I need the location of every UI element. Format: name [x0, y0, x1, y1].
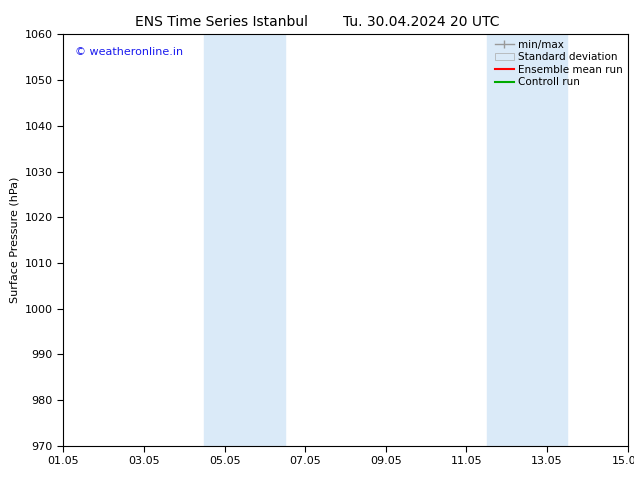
Text: © weatheronline.in: © weatheronline.in — [75, 47, 183, 57]
Legend: min/max, Standard deviation, Ensemble mean run, Controll run: min/max, Standard deviation, Ensemble me… — [493, 37, 624, 89]
Bar — [204, 34, 285, 446]
Y-axis label: Surface Pressure (hPa): Surface Pressure (hPa) — [10, 177, 19, 303]
Text: ENS Time Series Istanbul        Tu. 30.04.2024 20 UTC: ENS Time Series Istanbul Tu. 30.04.2024 … — [135, 15, 499, 29]
Bar — [487, 34, 567, 446]
